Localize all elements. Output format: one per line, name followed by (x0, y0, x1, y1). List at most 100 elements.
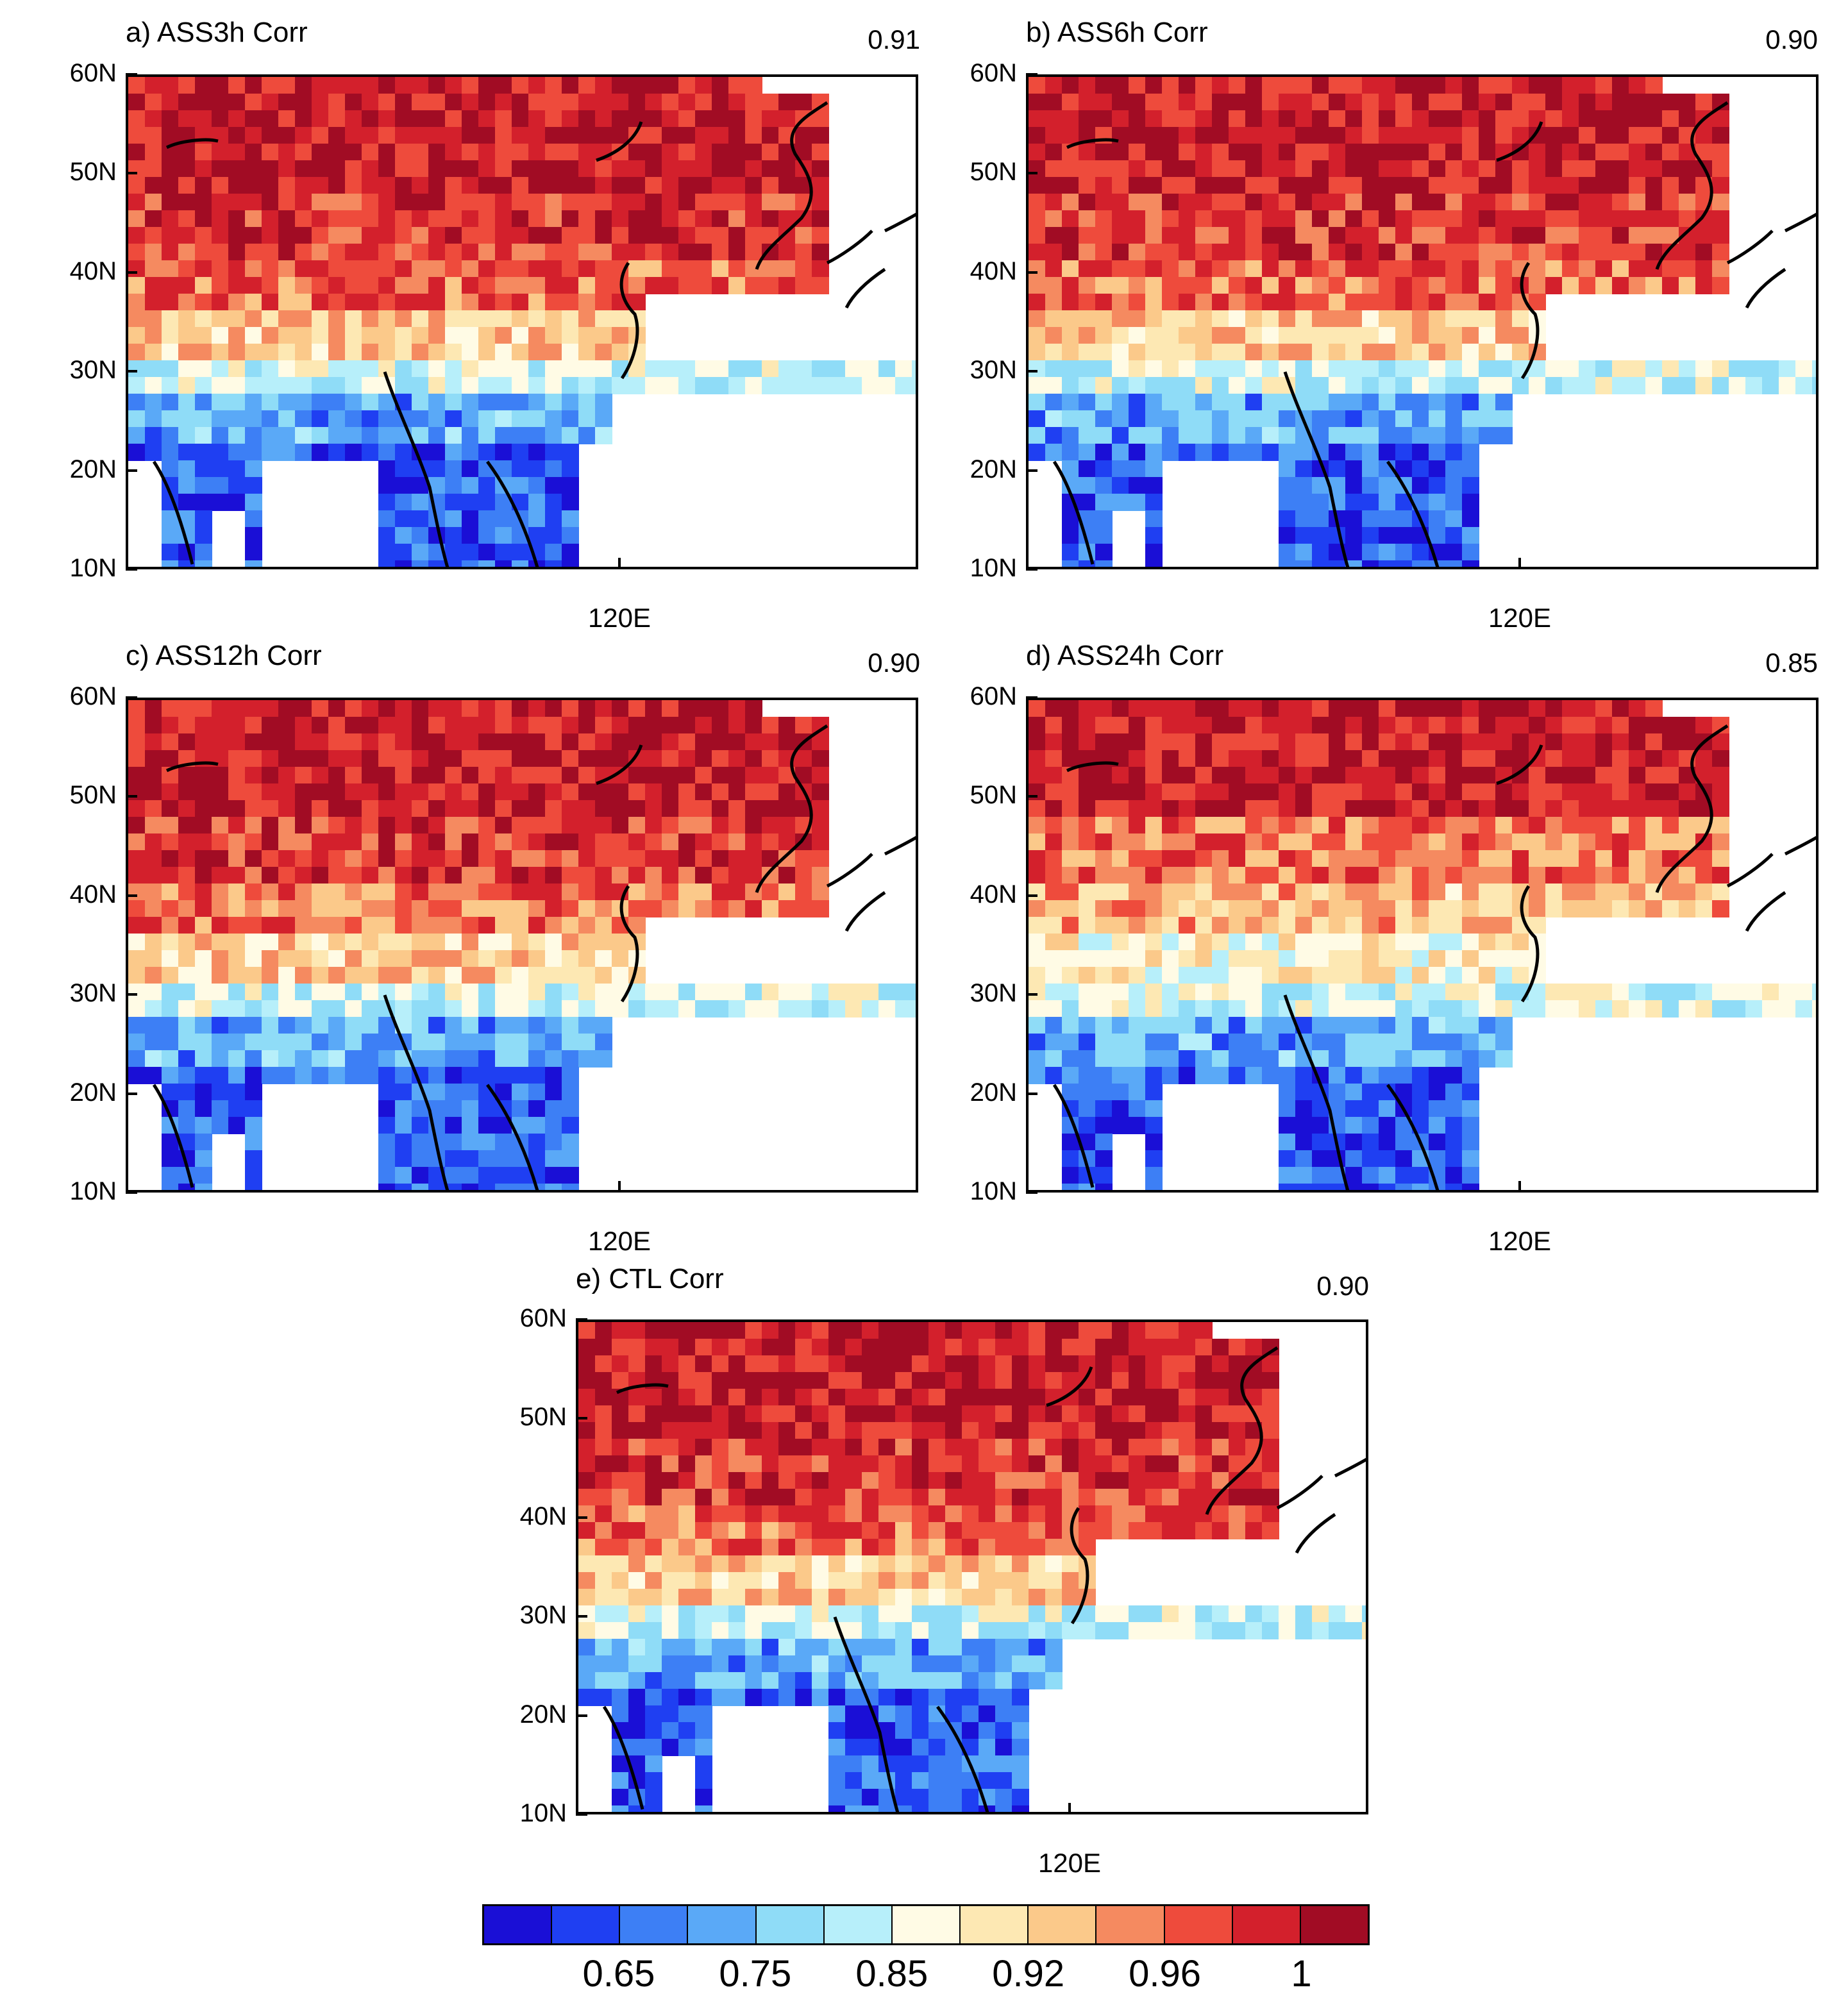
field-cell (545, 94, 562, 111)
field-cell (195, 867, 212, 884)
field-cell (1062, 850, 1079, 867)
field-cell (678, 260, 696, 278)
field-cell (728, 800, 746, 817)
field-cell (1029, 227, 1046, 244)
field-cell (1245, 1000, 1263, 1018)
field-cell (1312, 733, 1329, 751)
field-cell (1112, 77, 1129, 94)
field-cell (512, 717, 529, 734)
field-cell (1179, 1372, 1196, 1389)
field-cell (328, 144, 346, 161)
field-cell (1212, 800, 1229, 817)
field-cell (845, 1489, 862, 1506)
field-cell (862, 1422, 879, 1439)
field-cell (395, 884, 412, 901)
field-cell (328, 327, 346, 344)
field-cell (578, 1555, 596, 1573)
field-cell (495, 310, 512, 328)
field-cell (262, 884, 279, 901)
field-cell (1029, 77, 1046, 94)
field-cell (595, 950, 612, 967)
field-cell (828, 1539, 846, 1556)
field-cell (412, 984, 429, 1001)
field-cell (1495, 967, 1513, 984)
field-cell (1312, 410, 1329, 428)
field-cell (162, 1084, 179, 1101)
field-cell (1095, 210, 1113, 228)
field-cell (1045, 277, 1063, 294)
field-cell (362, 833, 379, 851)
field-cell (1562, 867, 1579, 884)
field-cell (562, 767, 579, 784)
field-cell (1362, 1150, 1379, 1168)
field-cell (1079, 294, 1096, 311)
field-cell (1062, 917, 1079, 934)
field-cell (1362, 460, 1379, 478)
field-cell (1095, 560, 1113, 567)
field-cell (145, 110, 162, 128)
field-cell (695, 750, 712, 767)
field-cell (1495, 310, 1513, 328)
field-cell (328, 833, 346, 851)
field-cell (1179, 394, 1196, 411)
field-cell (1345, 277, 1363, 294)
field-cell (1062, 950, 1079, 967)
field-cell (128, 950, 146, 967)
field-cell (1345, 1067, 1363, 1084)
field-cell (1229, 144, 1246, 161)
field-cell (1329, 917, 1346, 934)
field-cell (1379, 477, 1396, 494)
field-cell (1062, 77, 1079, 94)
field-cell (1079, 177, 1096, 194)
field-cell (845, 1722, 862, 1739)
field-cell (678, 1539, 696, 1556)
field-cell (362, 1000, 379, 1018)
field-cell (645, 700, 662, 717)
field-cell (1445, 934, 1463, 951)
field-cell (1429, 733, 1446, 751)
field-cell (1345, 260, 1363, 278)
field-cell (1329, 900, 1346, 917)
field-cell (712, 1405, 729, 1423)
field-cell (1662, 110, 1679, 128)
field-cell (395, 327, 412, 344)
field-cell (1162, 1372, 1179, 1389)
field-cell (195, 1150, 212, 1168)
field-cell (478, 700, 496, 717)
field-cell (545, 110, 562, 128)
field-cell (145, 294, 162, 311)
field-cell (1262, 1034, 1279, 1051)
field-cell (345, 77, 362, 94)
field-cell (862, 1322, 879, 1339)
field-cell (678, 1422, 696, 1439)
field-cell (1445, 950, 1463, 967)
field-cell (428, 344, 446, 361)
field-cell (1495, 110, 1513, 128)
field-cell (1279, 1134, 1296, 1151)
field-cell (628, 1655, 646, 1673)
field-cell (1312, 884, 1329, 901)
field-cell (995, 1639, 1012, 1656)
field-cell (1629, 127, 1646, 144)
field-cell (262, 344, 279, 361)
field-cell (245, 194, 262, 211)
field-cell (278, 160, 296, 178)
field-cell (328, 867, 346, 884)
field-cell (228, 1117, 246, 1134)
field-cell (312, 177, 329, 194)
field-cell (1412, 967, 1429, 984)
field-cell (979, 1672, 996, 1689)
field-cell (578, 917, 596, 934)
field-cell (1145, 277, 1163, 294)
field-cell (1295, 110, 1313, 128)
field-cell (1345, 1605, 1363, 1623)
field-cell (645, 1639, 662, 1656)
field-cell (1612, 77, 1629, 94)
field-cell (1195, 1389, 1213, 1406)
field-cell (678, 144, 696, 161)
field-cell (1179, 833, 1196, 851)
field-cell (495, 377, 512, 394)
field-cell (345, 1017, 362, 1034)
field-cell (878, 1605, 896, 1623)
field-cell (778, 867, 796, 884)
